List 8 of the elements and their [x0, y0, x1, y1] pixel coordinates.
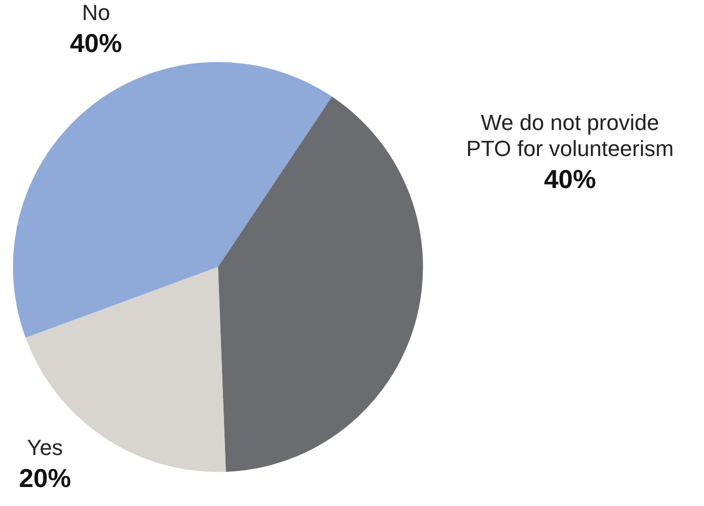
slice-label: Yes — [27, 435, 63, 460]
pie-slice — [13, 62, 332, 338]
slice-label: No — [82, 0, 110, 25]
slice-label: We do not provide PTO for volunteerism — [466, 110, 674, 161]
data-label: 40% — [544, 164, 596, 194]
data-label: 20% — [18, 463, 72, 493]
data-label: 40% — [70, 28, 122, 58]
pie-slice — [218, 96, 423, 472]
